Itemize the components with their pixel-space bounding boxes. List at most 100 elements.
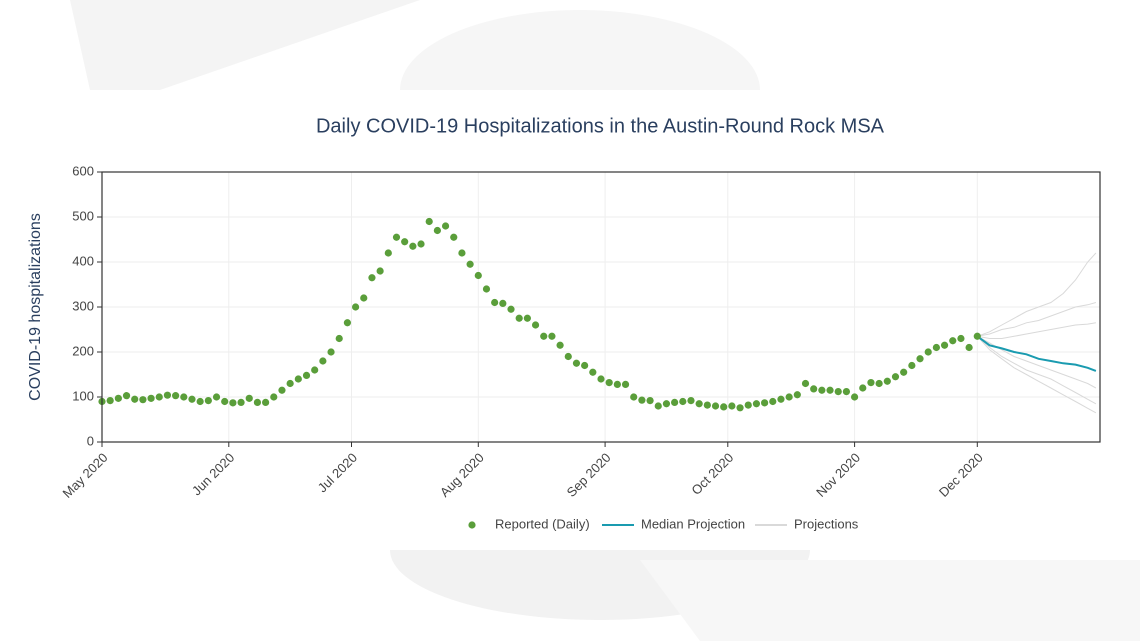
data-point xyxy=(597,375,605,383)
data-point xyxy=(711,402,720,410)
data-point xyxy=(842,388,851,396)
data-point xyxy=(343,319,352,327)
data-point xyxy=(425,217,433,226)
data-point xyxy=(114,394,122,402)
legend-label: Reported (Daily) xyxy=(495,516,590,531)
data-point xyxy=(401,238,409,246)
data-point xyxy=(311,366,319,374)
data-point xyxy=(278,386,286,394)
y-axis-label: COVID-19 hospitalizations xyxy=(27,213,44,401)
data-point xyxy=(548,332,556,340)
plot-frame xyxy=(101,171,1101,443)
data-point xyxy=(106,397,114,405)
projection-line xyxy=(976,335,1097,405)
data-point xyxy=(638,396,646,404)
data-point xyxy=(253,398,262,406)
projection-line xyxy=(977,322,1096,339)
data-point xyxy=(368,274,376,282)
data-point xyxy=(507,305,515,313)
data-point xyxy=(204,397,212,405)
y-tick-label: 100 xyxy=(72,388,94,403)
data-point xyxy=(736,404,744,412)
y-tick-label: 500 xyxy=(72,208,94,223)
data-point xyxy=(834,388,842,396)
data-point xyxy=(147,394,155,402)
data-point xyxy=(679,397,687,406)
data-point xyxy=(155,393,163,401)
median-line xyxy=(976,335,1097,372)
data-point xyxy=(335,334,343,343)
y-tick-label: 300 xyxy=(72,298,94,313)
data-point xyxy=(523,314,531,322)
x-tick-label: Sep 2020 xyxy=(564,450,614,500)
data-point xyxy=(376,267,384,275)
data-point xyxy=(613,380,621,388)
data-point xyxy=(924,348,932,356)
data-point xyxy=(883,377,891,385)
background-decoration xyxy=(70,0,1140,641)
data-point xyxy=(360,294,368,302)
data-point xyxy=(875,379,883,388)
data-point xyxy=(564,352,572,361)
data-point xyxy=(474,271,482,280)
data-point xyxy=(531,321,540,329)
projection-line xyxy=(976,335,1097,414)
data-point xyxy=(409,242,417,250)
data-point xyxy=(589,368,597,376)
data-point xyxy=(221,397,229,406)
data-point xyxy=(188,395,196,403)
data-point xyxy=(417,240,425,248)
data-point xyxy=(262,398,270,406)
data-point xyxy=(891,373,900,381)
chart-title: Daily COVID-19 Hospitalizations in the A… xyxy=(316,115,885,137)
data-point xyxy=(499,299,507,307)
data-point xyxy=(515,314,523,322)
data-point xyxy=(392,233,401,241)
decor-shape xyxy=(640,560,1140,641)
data-point xyxy=(744,401,752,409)
data-point xyxy=(581,361,589,370)
data-point xyxy=(139,396,147,404)
data-point xyxy=(761,399,769,407)
data-point xyxy=(793,391,801,399)
data-point xyxy=(237,398,245,406)
data-point xyxy=(458,249,466,257)
data-point xyxy=(621,380,630,388)
projection-line xyxy=(977,252,1097,337)
data-point xyxy=(940,341,949,349)
data-point xyxy=(785,393,793,401)
data-point xyxy=(131,395,139,403)
data-point xyxy=(662,400,671,408)
x-tick-label: Nov 2020 xyxy=(813,450,863,500)
data-point xyxy=(752,400,761,408)
data-point xyxy=(572,359,581,367)
legend-label: Median Projection xyxy=(641,516,745,531)
data-point xyxy=(491,298,499,307)
data-point xyxy=(556,341,564,349)
data-point xyxy=(605,379,613,387)
data-point xyxy=(826,386,834,394)
data-point xyxy=(540,332,548,340)
data-point xyxy=(212,393,221,401)
legend-symbol xyxy=(468,521,476,529)
data-point xyxy=(900,368,908,376)
x-tick-label: Dec 2020 xyxy=(936,450,986,500)
data-point xyxy=(965,343,973,352)
y-tick-label: 600 xyxy=(72,163,94,178)
y-tick-label: 0 xyxy=(87,433,94,448)
data-point xyxy=(932,343,940,352)
data-point xyxy=(728,402,736,410)
data-point xyxy=(801,379,810,388)
data-point xyxy=(695,400,703,408)
data-point xyxy=(433,226,441,235)
projection-line xyxy=(977,302,1097,337)
data-point xyxy=(441,222,450,230)
data-point xyxy=(245,394,253,402)
data-point xyxy=(630,393,638,401)
data-point xyxy=(270,393,278,401)
data-point xyxy=(319,357,327,365)
legend-label: Projections xyxy=(794,516,859,531)
data-point xyxy=(810,385,818,393)
data-point xyxy=(769,397,777,406)
